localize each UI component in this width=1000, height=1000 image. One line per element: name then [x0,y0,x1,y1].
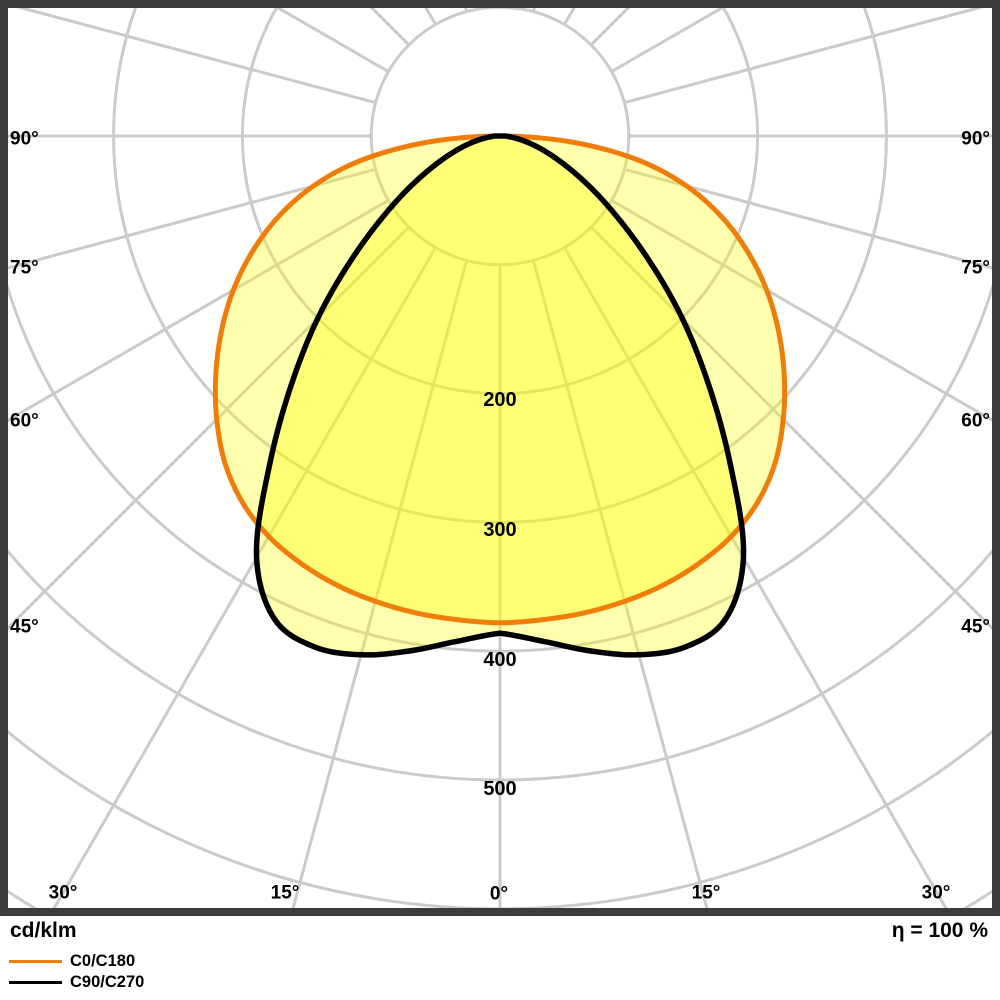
angle-label-bottom-30l: 30° [48,882,78,904]
photometric-polar-chart [0,0,1000,916]
plot-border [0,0,1000,916]
angle-label-bottom-15l: 15° [270,882,300,904]
angle-label-right-75: 75° [961,257,990,279]
c0-c180-curve [212,133,788,626]
polar-diagram: 90° 75° 60° 45° 90° 75° 60° 45° 30° 15° … [0,0,1000,916]
c90-c270-curve [253,133,747,658]
units-label: cd/klm [10,919,77,942]
legend-line-c0-c180 [9,960,62,963]
angle-label-left-90: 90° [10,128,39,150]
legend-label-c0-c180: C0/C180 [70,952,136,970]
radial-label-300: 300 [483,519,517,541]
radial-label-200: 200 [483,389,517,411]
legend-line-c90-c270 [9,981,62,984]
angle-label-left-45: 45° [10,616,39,638]
c0-c180-fill [215,136,785,623]
curve-strokes [212,133,788,658]
angle-label-left-75: 75° [10,257,39,279]
angle-label-bottom-30r: 30° [921,882,951,904]
angle-label-bottom-0: 0° [489,883,509,905]
angle-label-right-90: 90° [961,128,990,150]
curve-fills [215,136,785,655]
angle-label-right-60: 60° [961,410,990,432]
angle-label-bottom-15r: 15° [691,882,721,904]
efficiency-label: η = 100 % [891,919,988,942]
radial-label-400: 400 [483,649,517,671]
legend-label-c90-c270: C90/C270 [70,973,145,991]
polar-grid [8,8,992,908]
angle-label-left-60: 60° [10,410,39,432]
c90-c270-fill [256,136,744,655]
angle-label-right-45: 45° [961,616,990,638]
radial-label-500: 500 [483,778,517,800]
